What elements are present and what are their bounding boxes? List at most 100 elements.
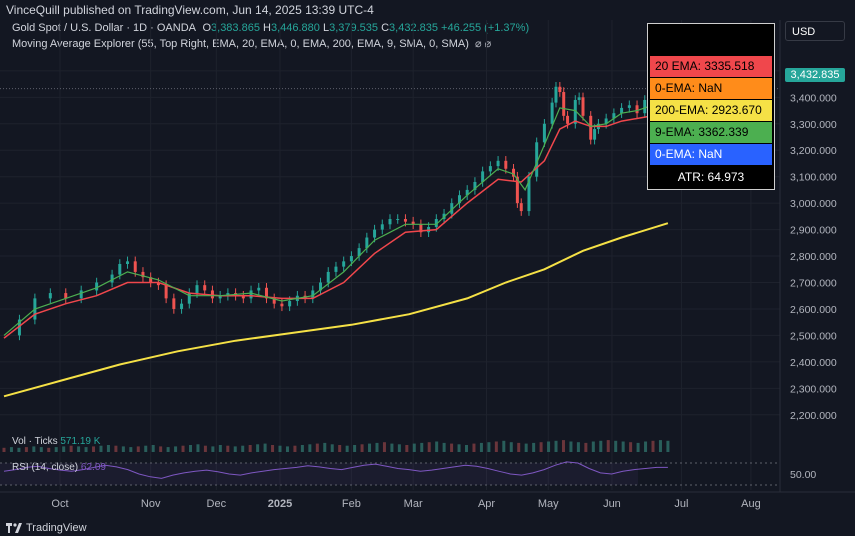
- indicator-name[interactable]: Moving Average Explorer (55, Top Right, …: [12, 38, 469, 50]
- volume-bar: [591, 441, 595, 452]
- volume-bar: [599, 440, 603, 452]
- volume-bar: [375, 442, 379, 452]
- close-label: C: [381, 22, 390, 34]
- volume-bar: [494, 441, 498, 452]
- volume-bar: [166, 447, 170, 452]
- candle-body: [589, 115, 593, 140]
- candle-body: [156, 282, 160, 286]
- volume-bar: [106, 445, 110, 452]
- volume-bar: [248, 445, 252, 452]
- x-tick-label: Nov: [141, 498, 161, 510]
- volume-bar: [420, 442, 424, 452]
- symbol-legend: Gold Spot / U.S. Dollar · 1D · OANDA O3,…: [12, 22, 529, 34]
- candle-body: [542, 123, 546, 143]
- open-value: 3,383.865: [211, 22, 260, 34]
- y-tick-label: 3,200.000: [790, 145, 837, 157]
- ema20-line: [3, 113, 668, 339]
- volume-bar: [174, 446, 178, 452]
- y-tick-label: 2,300.000: [790, 383, 837, 395]
- volume-bar: [621, 441, 625, 452]
- volume-bar: [517, 442, 521, 452]
- symbol-name[interactable]: Gold Spot / U.S. Dollar · 1D · OANDA: [12, 22, 196, 34]
- info-row-ema9: 9-EMA: 3362.339: [650, 122, 772, 143]
- volume-bar: [651, 440, 655, 452]
- y-tick-label: 2,700.000: [790, 278, 837, 290]
- x-tick-label: Jul: [674, 498, 688, 510]
- volume-bar: [2, 447, 6, 452]
- volume-bar: [524, 443, 528, 452]
- last-price-tag: 3,432.835: [785, 68, 845, 82]
- candle-body: [288, 301, 292, 307]
- candle-body: [450, 203, 454, 214]
- volume-bar: [666, 440, 670, 452]
- volume-bar: [39, 447, 43, 452]
- volume-bar: [353, 445, 357, 452]
- volume-bar: [614, 440, 618, 452]
- volume-bar: [69, 445, 73, 452]
- volume-bar: [465, 445, 469, 452]
- candle-body: [403, 219, 407, 222]
- candle-body: [515, 176, 519, 204]
- indicator-legend[interactable]: Moving Average Explorer (55, Top Right, …: [12, 37, 491, 50]
- candle-body: [172, 298, 176, 309]
- ema200-line: [3, 222, 669, 398]
- volume-bar: [114, 445, 118, 452]
- volume-bar: [539, 442, 543, 452]
- candle-body: [411, 221, 415, 225]
- volume-bar: [472, 443, 476, 452]
- volume-bar: [412, 443, 416, 452]
- volume-bar: [159, 446, 163, 452]
- currency-selector[interactable]: USD: [785, 21, 845, 41]
- volume-bar: [368, 443, 372, 452]
- volume-legend[interactable]: Vol · Ticks 571.19 K: [12, 436, 100, 447]
- volume-bar: [360, 444, 364, 452]
- candle-body: [554, 86, 558, 103]
- candle-body: [396, 219, 400, 221]
- low-value: 3,379.535: [329, 22, 379, 34]
- candle-body: [573, 99, 577, 124]
- candle-body: [635, 105, 639, 114]
- volume-bar: [188, 445, 192, 452]
- volume-bar: [285, 446, 289, 452]
- x-tick-label: Oct: [51, 498, 68, 510]
- high-label: H: [263, 22, 271, 34]
- volume-label: Vol · Ticks: [12, 436, 58, 447]
- volume-bar: [256, 444, 260, 452]
- candle-body: [334, 266, 338, 272]
- candle-body: [388, 219, 392, 225]
- y-tick-label: 2,500.000: [790, 330, 837, 342]
- y-tick-label: 2,600.000: [790, 304, 837, 316]
- candle-body: [535, 142, 539, 177]
- info-row-ema0-b: 0-EMA: NaN: [650, 144, 772, 165]
- x-tick-label: Feb: [342, 498, 361, 510]
- indicator-visibility-icon[interactable]: ⌀ ⌀: [474, 38, 492, 50]
- candle-body: [577, 97, 581, 100]
- volume-bar: [330, 444, 334, 452]
- volume-bar: [554, 440, 558, 452]
- candle-body: [249, 290, 253, 299]
- tradingview-footer[interactable]: TradingView: [6, 522, 87, 534]
- open-label: O: [202, 22, 212, 34]
- volume-bar: [457, 444, 461, 452]
- rsi-legend[interactable]: RSI (14, close) 62.09: [12, 462, 106, 473]
- candle-body: [512, 168, 516, 177]
- volume-bar: [345, 445, 349, 452]
- volume-bar: [405, 445, 409, 452]
- candle-body: [550, 102, 554, 124]
- volume-bar: [47, 447, 51, 452]
- info-row-atr: ATR: 64.973: [677, 170, 745, 184]
- volume-bar: [293, 445, 297, 452]
- volume-bar: [203, 445, 207, 452]
- volume-bar: [77, 446, 81, 452]
- info-row-ema0-a: 0-EMA: NaN: [650, 78, 772, 99]
- volume-bar: [636, 442, 640, 452]
- candle-body: [241, 295, 245, 299]
- candle-body: [465, 189, 469, 196]
- volume-bar: [390, 443, 394, 452]
- x-tick-label: May: [538, 498, 559, 510]
- y-tick-label: 3,000.000: [790, 198, 837, 210]
- rsi-value: 62.09: [80, 462, 106, 473]
- x-tick-label: 2025: [268, 498, 292, 510]
